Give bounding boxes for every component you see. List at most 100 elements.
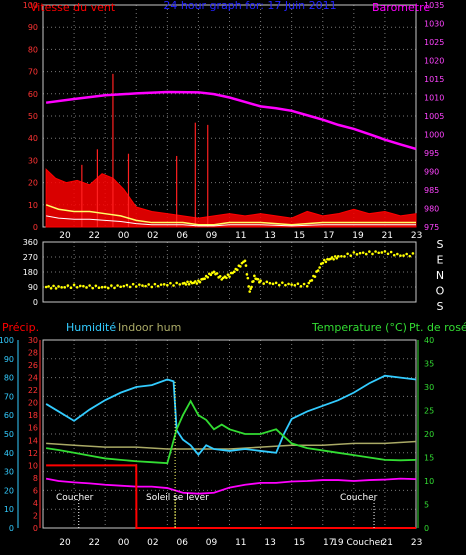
precip-tick-label: 14 [28,436,38,445]
direction-point [94,284,98,288]
direction-point [215,272,219,275]
direction-point [408,254,412,258]
humidity-tick-label: 0 [9,524,14,533]
sunset-annotation: Coucher [56,493,94,503]
direction-point [310,279,314,282]
direction-point [186,280,189,284]
direction-point [82,284,85,288]
direction-point [293,283,297,287]
direction-point [203,277,206,281]
direction-point [389,250,393,254]
sun-annotations: Coucher Soleil se lever Coucher [56,382,378,528]
direction-point [225,276,228,280]
direction-point [399,254,402,257]
direction-point [245,273,249,276]
direction-point [371,252,374,256]
direction-point [72,283,76,287]
direction-point [66,284,70,287]
direction-point [63,286,67,289]
humidity-tick-label: 20 [4,486,14,495]
temperature-tick-label: 10 [424,477,434,486]
humidity-x-tick-label: 00 [118,538,130,548]
precip-tick-label: 12 [28,449,38,458]
humidity-x-tick-label: 20 [59,538,71,548]
direction-point [60,286,63,289]
direction-point [212,270,216,274]
direction-point [368,250,371,253]
direction-point [195,282,199,285]
humidity-x-tick-label: 02 [147,538,158,548]
compass-label: N [436,269,444,282]
direction-point [243,259,247,263]
precip-tick-label: 16 [28,424,38,433]
indoor-humidity-line [46,440,417,450]
humidity-x-tick-label: 15 [294,538,305,548]
direction-point [144,284,147,288]
humidity-tick-label: 10 [4,505,14,514]
humidity-x-tick-label: 21 [382,538,393,548]
direction-point [383,250,387,253]
direction-point [69,286,73,290]
humidity-x-tick-label: 19 Coucher [332,538,384,548]
direction-point [239,265,242,268]
direction-point [402,254,405,257]
wind-tick-label: 40 [28,134,38,143]
direction-point [247,285,251,288]
precip-tick-label: 2 [33,511,38,520]
compass-label: E [437,254,444,267]
dewpoint-legend: Pt. de rosée [409,321,466,334]
direction-point [175,281,178,285]
humidity-legend: Humidité [66,321,116,334]
direction-point [150,285,154,289]
temperature-tick-label: 15 [424,454,434,463]
temperature-tick-label: 35 [424,360,434,369]
wind-tick-label: 100 [23,1,38,10]
direction-point [343,255,346,258]
precip-tick-label: 28 [28,349,38,358]
wind-tick-label: 0 [33,223,38,232]
direction-point [141,284,144,287]
direction-point [335,256,339,260]
direction-point [106,286,110,290]
humidity-x-tick-label: 23 [411,538,422,548]
wind-tick-label: 20 [28,179,38,188]
barometer-tick-label: 985 [424,186,439,195]
wind-series [45,73,417,228]
barometer-tick-label: 1025 [424,38,444,47]
barometer-tick-label: 990 [424,168,439,177]
direction-point [206,276,210,279]
direction-point [296,282,300,285]
direction-point [330,256,334,259]
direction-point [352,251,356,254]
precip-tick-label: 8 [33,474,38,483]
direction-point [307,281,311,285]
direction-point [156,284,160,288]
direction-point [277,283,281,287]
direction-point [396,252,399,256]
direction-point [232,270,236,274]
temperature-line [45,399,417,465]
direction-point [358,251,362,255]
direction-point [265,280,269,284]
wind-tick-label: 10 [28,201,38,210]
direction-point [262,282,265,285]
direction-point [377,251,381,255]
direction-point [194,280,197,283]
direction-point [138,283,141,286]
wind-x-tick-label: 06 [176,231,188,241]
direction-point [256,277,260,281]
humidity-x-tick-label: 17 [323,538,334,548]
direction-point [47,285,50,288]
temperature-tick-label: 20 [424,430,434,439]
direction-point [299,285,303,288]
direction-point [166,283,169,287]
humidity-tick-label: 100 [0,336,14,345]
indoor-humidity-legend: Indoor hum [118,321,181,334]
direction-point [332,257,335,261]
direction-point [198,280,202,284]
direction-point [54,287,58,290]
humidity-tick-label: 50 [4,430,14,439]
temperature-tick-label: 0 [424,524,429,533]
